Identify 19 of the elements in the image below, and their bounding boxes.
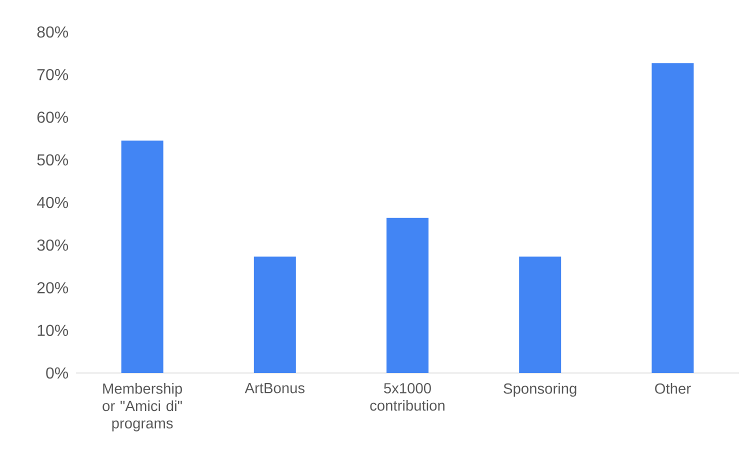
x-tick-label: Other bbox=[655, 383, 691, 394]
x-tick-label: ArtBonus bbox=[244, 383, 305, 394]
x-tick-label: Sponsoring bbox=[504, 383, 576, 397]
y-tick-label: 70% bbox=[37, 68, 68, 80]
y-tick-label: 0% bbox=[46, 367, 68, 379]
bar bbox=[386, 218, 428, 373]
y-tick-label: 20% bbox=[37, 282, 68, 294]
y-tick-label: 60% bbox=[37, 112, 68, 123]
bar bbox=[121, 140, 164, 373]
y-tick-label: 30% bbox=[37, 239, 68, 251]
y-tick-label: 40% bbox=[36, 196, 68, 208]
x-tick-label: Membership or "Amici di" programs bbox=[102, 383, 182, 432]
bar bbox=[652, 63, 694, 373]
bar bbox=[519, 256, 562, 373]
y-tick-label: 10% bbox=[38, 324, 68, 336]
x-tick-label: 5x1000 contribution bbox=[370, 383, 444, 411]
y-tick-label: 80% bbox=[37, 26, 68, 38]
bar bbox=[254, 256, 296, 373]
y-tick-label: 50% bbox=[37, 154, 68, 166]
